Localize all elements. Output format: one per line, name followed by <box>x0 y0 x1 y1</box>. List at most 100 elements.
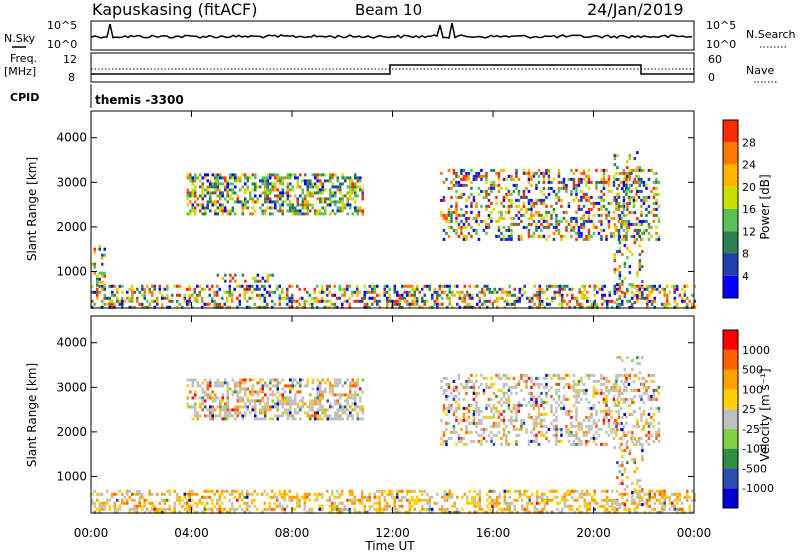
data-cell <box>536 492 539 496</box>
data-cell <box>553 495 556 499</box>
data-cell <box>448 287 451 291</box>
data-cell <box>490 219 493 223</box>
data-cell <box>485 439 488 443</box>
data-cell <box>477 418 481 422</box>
data-cell <box>246 284 249 288</box>
data-cell <box>477 237 481 241</box>
data-cell <box>358 290 361 294</box>
data-cell <box>648 290 651 294</box>
data-cell <box>201 305 204 309</box>
data-cell <box>238 293 241 297</box>
data-cell <box>239 176 242 180</box>
data-cell <box>304 182 307 186</box>
data-cell <box>557 198 561 202</box>
data-cell <box>96 296 99 300</box>
data-cell <box>278 501 281 505</box>
data-cell <box>661 495 664 499</box>
data-cell <box>246 492 249 496</box>
data-cell <box>294 209 297 213</box>
data-cell <box>570 430 573 434</box>
data-cell <box>547 171 551 175</box>
data-cell <box>393 501 396 505</box>
data-cell <box>259 279 262 283</box>
data-cell <box>266 507 269 511</box>
data-cell <box>103 274 106 278</box>
data-cell <box>236 414 239 418</box>
data-cell <box>632 201 636 205</box>
data-cell <box>329 405 332 409</box>
data-cell <box>517 210 521 214</box>
data-cell <box>116 296 119 300</box>
data-cell <box>274 206 277 210</box>
data-cell <box>328 284 331 288</box>
data-cell <box>557 195 561 199</box>
data-cell <box>581 302 584 306</box>
data-cell <box>421 287 424 291</box>
data-cell <box>284 396 287 400</box>
data-cell <box>450 219 453 223</box>
data-cell <box>301 396 304 400</box>
noise-tick-low: 10^0 <box>47 38 77 51</box>
data-cell <box>373 507 376 511</box>
data-cell <box>492 433 496 437</box>
data-cell <box>575 406 578 410</box>
data-cell <box>336 305 339 309</box>
data-cell <box>251 399 254 403</box>
data-cell <box>542 186 546 190</box>
data-cell <box>551 299 554 303</box>
data-cell <box>143 287 146 291</box>
data-cell <box>587 198 591 202</box>
data-cell <box>588 305 591 309</box>
data-cell <box>487 415 491 419</box>
data-cell <box>470 439 473 443</box>
data-cell <box>136 504 139 508</box>
data-cell <box>221 206 224 210</box>
data-cell <box>256 197 259 201</box>
data-cell <box>398 293 401 297</box>
data-cell <box>522 213 526 217</box>
data-cell <box>246 489 249 493</box>
data-cell <box>666 293 669 297</box>
data-cell <box>224 417 227 421</box>
data-cell <box>601 504 604 508</box>
data-cell <box>209 179 212 183</box>
data-cell <box>141 293 144 297</box>
data-cell <box>314 417 317 421</box>
data-cell <box>537 415 541 419</box>
data-cell <box>487 198 491 202</box>
data-cell <box>572 180 576 184</box>
data-cell <box>655 213 658 217</box>
data-cell <box>256 393 259 397</box>
data-cell <box>423 284 426 288</box>
data-cell <box>452 168 456 172</box>
data-cell <box>625 433 628 437</box>
data-cell <box>515 168 518 172</box>
data-cell <box>543 504 546 508</box>
data-cell <box>652 373 656 377</box>
data-cell <box>510 391 513 395</box>
data-cell <box>550 403 553 407</box>
data-cell <box>246 185 249 189</box>
data-cell <box>146 498 149 502</box>
data-cell <box>652 412 656 416</box>
data-cell <box>550 385 553 389</box>
data-cell <box>101 271 104 275</box>
data-cell <box>462 222 466 226</box>
data-cell <box>587 234 591 238</box>
data-cell <box>253 287 256 291</box>
data-cell <box>447 382 451 386</box>
data-cell <box>294 396 297 400</box>
data-cell <box>485 204 488 208</box>
data-cell <box>319 212 322 216</box>
data-cell <box>572 439 576 443</box>
data-cell <box>101 504 104 508</box>
data-cell <box>189 209 192 213</box>
data-cell <box>319 182 322 186</box>
data-cell <box>103 293 106 297</box>
data-cell <box>626 356 629 360</box>
data-cell <box>637 189 641 193</box>
data-cell <box>261 384 264 388</box>
data-cell <box>346 185 349 189</box>
data-cell <box>567 409 571 413</box>
data-cell <box>638 244 642 248</box>
